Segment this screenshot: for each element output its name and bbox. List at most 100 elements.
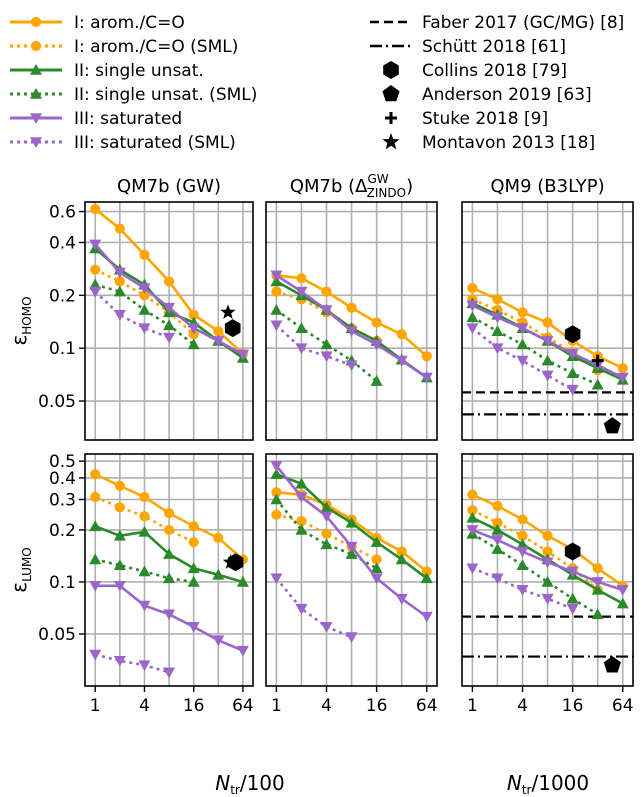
x-tick-label: 16 <box>183 696 205 716</box>
legend-marker-pentagon <box>382 85 400 102</box>
x-tick-label: 64 <box>612 696 634 716</box>
data-point <box>466 311 479 323</box>
data-point <box>542 317 553 328</box>
data-point <box>138 660 151 672</box>
data-point <box>296 273 307 284</box>
data-point <box>295 343 308 355</box>
y-tick-label: 0.3 <box>49 490 76 510</box>
legend-marker-star <box>382 133 400 150</box>
data-point <box>163 609 176 621</box>
data-point <box>89 286 102 298</box>
data-point <box>188 521 199 532</box>
legend-marker-circle <box>30 16 42 28</box>
data-point <box>270 460 283 472</box>
y-tick-label: 0.1 <box>49 573 76 593</box>
data-point <box>346 302 357 313</box>
x-tick-label: 1 <box>271 696 282 716</box>
x-tick-label: 16 <box>562 696 584 716</box>
data-point <box>616 585 629 596</box>
data-point <box>138 303 151 315</box>
legend-label: III: saturated <box>74 109 182 129</box>
data-point <box>370 339 383 351</box>
y-axis-label-homo-text: εHOMO <box>7 296 34 345</box>
data-point <box>467 489 478 500</box>
legend-label: Montavon 2013 [18] <box>422 133 595 153</box>
data-point <box>491 312 504 324</box>
legend-label: II: single unsat. <box>74 61 204 81</box>
data-point <box>492 500 503 512</box>
data-point <box>492 294 503 305</box>
panel-frame <box>84 453 254 687</box>
data-point <box>395 355 408 367</box>
data-point <box>541 575 554 587</box>
legend-label: Anderson 2019 [63] <box>422 85 592 105</box>
y-tick-label: 0.1 <box>49 339 76 359</box>
data-point <box>138 323 151 335</box>
legend-item-ii-single-unsat-sml: II: single unsat. (SML) <box>10 85 257 105</box>
data-point <box>516 546 529 558</box>
data-point <box>90 203 101 215</box>
data-point <box>616 372 629 384</box>
data-point <box>270 303 283 315</box>
data-point <box>370 375 383 386</box>
data-point <box>295 322 308 333</box>
data-point <box>566 566 579 578</box>
panel-lumo-3: 1 4 16 64 <box>461 453 634 716</box>
data-point <box>163 572 176 584</box>
data-point <box>370 562 383 574</box>
legend-item-stuke-2018-9: Stuke 2018 [9] <box>385 109 548 129</box>
data-point <box>420 611 433 623</box>
x-axis-label-right: Ntr/1000 <box>507 771 589 797</box>
data-point <box>345 326 358 338</box>
data-point <box>89 581 102 592</box>
data-point <box>113 285 126 297</box>
gridlines <box>85 454 253 686</box>
series-ii-single-unsat-sml <box>89 278 200 350</box>
data-point <box>138 565 151 577</box>
data-point <box>270 493 283 505</box>
data-point <box>466 525 479 536</box>
data-point <box>89 649 102 661</box>
plot-area <box>462 489 633 673</box>
y-axis-label-lumo: εLUMO <box>7 547 34 592</box>
data-point <box>89 520 102 532</box>
data-point <box>139 491 150 503</box>
series-iii-saturated <box>466 525 629 596</box>
series-line <box>471 316 599 386</box>
data-point <box>113 559 126 571</box>
data-point <box>345 541 358 553</box>
panel-title-qm7b-gw: QM7b (GW) <box>117 176 221 197</box>
panel-frame <box>461 453 634 687</box>
data-point <box>113 655 126 667</box>
data-point <box>371 317 382 328</box>
data-point <box>491 543 504 554</box>
data-point <box>163 508 175 519</box>
ref-marker-collins-2018-79 <box>564 542 581 561</box>
data-point <box>491 523 504 535</box>
data-point <box>113 529 126 541</box>
data-point <box>188 309 199 320</box>
legend-marker-circle <box>30 40 42 52</box>
data-point <box>591 378 604 390</box>
series-i-arom-c-o <box>90 469 249 565</box>
panel-homo-3 <box>461 201 634 441</box>
data-point <box>89 553 102 565</box>
data-point <box>295 492 308 504</box>
data-point <box>139 511 150 522</box>
data-point <box>236 575 249 587</box>
data-point <box>320 338 333 350</box>
data-point <box>188 537 199 548</box>
x-axis-label-left: Ntr/100 <box>215 771 285 797</box>
data-point <box>114 223 125 234</box>
plot-area <box>270 270 433 386</box>
data-point <box>89 239 102 251</box>
data-point <box>492 517 503 528</box>
panels: 0.050.10.20.40.60.050.10.20.30.40.51 4 16 6… <box>38 201 634 716</box>
legend-marker-triangle-up <box>30 64 42 75</box>
series-iii-saturated-sml <box>466 323 579 396</box>
data-point <box>90 469 101 480</box>
ref-marker-montavon-2013-18 <box>220 304 236 319</box>
ref-marker-montavon-2013-18 <box>222 554 239 569</box>
data-point <box>541 370 554 382</box>
data-point <box>163 276 175 287</box>
